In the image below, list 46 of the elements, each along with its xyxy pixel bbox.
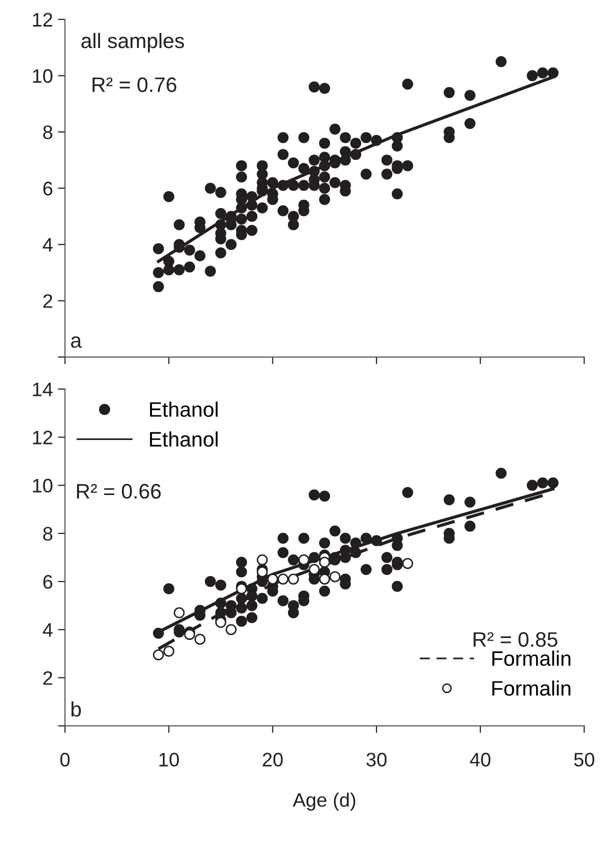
annotation: a xyxy=(71,336,82,348)
point xyxy=(278,574,289,585)
x-tick-label: 30 xyxy=(366,752,387,767)
legend-label: Ethanol xyxy=(150,431,218,447)
point xyxy=(152,649,164,660)
point xyxy=(256,554,268,566)
y-tick-label: 14 xyxy=(33,382,53,396)
point xyxy=(308,564,320,575)
x-tick-label: 10 xyxy=(159,752,179,767)
annotation: R² = 0.85 xyxy=(474,632,558,647)
point xyxy=(319,574,330,585)
x-tick-label: 20 xyxy=(262,752,283,767)
legend-label: Formalin xyxy=(492,650,570,666)
y-tick-label: 2 xyxy=(43,671,52,685)
y-tick-label: 8 xyxy=(43,526,52,541)
y-tick-label: 2 xyxy=(43,294,52,308)
point xyxy=(194,634,206,645)
point xyxy=(288,574,299,585)
y-tick-label: 4 xyxy=(42,238,53,252)
x-axis-title: Age (d) xyxy=(292,792,356,811)
point xyxy=(226,624,237,636)
legend-label: Ethanol xyxy=(150,402,218,417)
y-tick-label: 12 xyxy=(33,430,52,444)
point xyxy=(174,607,185,618)
y-tick-label: 10 xyxy=(33,478,52,493)
y-tick-label: 10 xyxy=(33,69,52,83)
y-tick-label: 12 xyxy=(33,12,52,26)
x-tick-label: 50 xyxy=(574,752,594,767)
y-tick-label: 8 xyxy=(43,125,52,140)
point xyxy=(256,566,268,578)
y-tick-label: 6 xyxy=(43,182,52,196)
legend-label: Formalin xyxy=(492,680,570,696)
point xyxy=(402,558,414,569)
annotation: R² = 0.76 xyxy=(92,77,176,92)
y-tick-label: 4 xyxy=(42,623,53,637)
annotation: b xyxy=(72,701,81,717)
y-tick-label: 6 xyxy=(43,574,52,589)
point xyxy=(236,583,248,594)
point xyxy=(298,554,310,566)
x-tick-label: 40 xyxy=(470,752,490,767)
annotation: all samples xyxy=(81,32,184,52)
annotation: R² = 0.66 xyxy=(77,484,161,499)
point xyxy=(319,556,330,568)
point xyxy=(329,571,340,582)
x-tick-label: 0 xyxy=(60,752,70,767)
point xyxy=(163,646,174,657)
